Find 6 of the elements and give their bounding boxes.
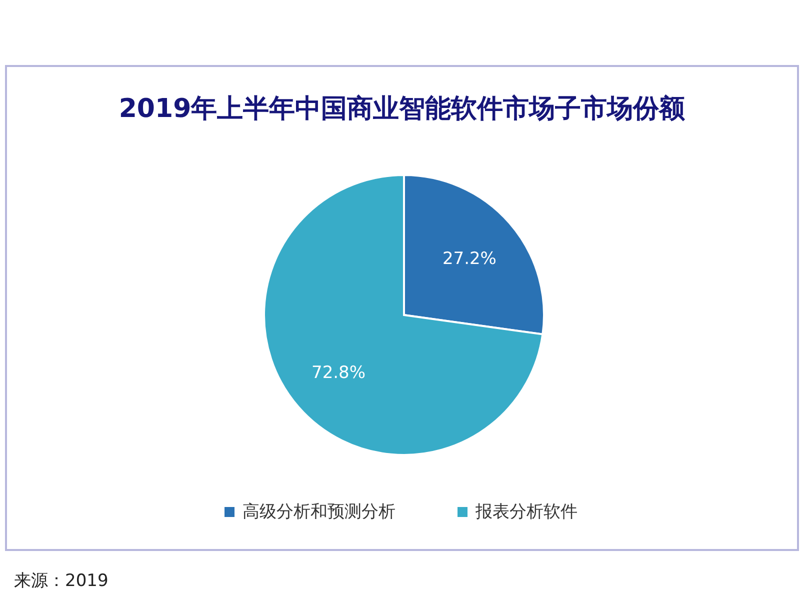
legend-label: 报表分析软件 [474, 502, 578, 522]
source-note: 来源：2019 [14, 571, 108, 591]
data-label: 27.2% [442, 249, 496, 270]
data-label: 72.8% [312, 362, 366, 383]
legend-label: 高级分析和预测分析 [242, 502, 396, 522]
chart-title: 2019年上半年中国商业智能软件市场子市场份额 [118, 94, 686, 124]
